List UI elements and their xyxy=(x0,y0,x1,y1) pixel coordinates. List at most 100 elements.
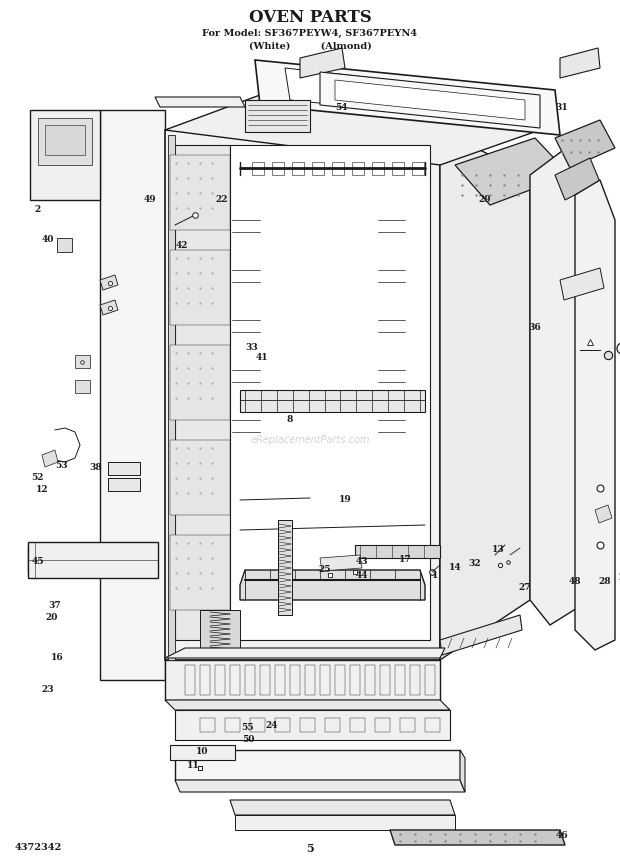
Polygon shape xyxy=(165,660,440,700)
Polygon shape xyxy=(100,275,118,290)
Polygon shape xyxy=(30,110,100,200)
Polygon shape xyxy=(175,710,450,740)
Text: 48: 48 xyxy=(569,578,582,586)
Text: 11: 11 xyxy=(187,760,200,770)
Polygon shape xyxy=(75,355,90,368)
Polygon shape xyxy=(560,48,600,78)
Polygon shape xyxy=(278,520,292,615)
Text: 50: 50 xyxy=(242,735,254,745)
Text: 23: 23 xyxy=(42,685,55,695)
Polygon shape xyxy=(560,268,604,300)
Text: 25: 25 xyxy=(319,566,331,574)
Polygon shape xyxy=(530,145,590,625)
Polygon shape xyxy=(575,180,615,650)
Polygon shape xyxy=(175,145,230,640)
Polygon shape xyxy=(57,238,72,252)
Text: 10: 10 xyxy=(196,747,208,757)
Polygon shape xyxy=(170,745,235,760)
Polygon shape xyxy=(28,542,158,578)
Text: 20: 20 xyxy=(46,614,58,623)
Polygon shape xyxy=(100,110,165,680)
Polygon shape xyxy=(170,250,230,325)
Polygon shape xyxy=(75,380,90,393)
Text: 40: 40 xyxy=(42,236,54,245)
Text: 44: 44 xyxy=(356,571,368,579)
Text: 19: 19 xyxy=(339,495,352,505)
Polygon shape xyxy=(170,345,230,420)
Polygon shape xyxy=(28,545,155,572)
Text: (White)         (Almond): (White) (Almond) xyxy=(249,41,371,51)
Polygon shape xyxy=(170,535,230,610)
Polygon shape xyxy=(240,570,425,600)
Text: 54: 54 xyxy=(336,103,348,113)
Polygon shape xyxy=(240,390,425,412)
Text: 17: 17 xyxy=(399,555,411,565)
Text: 53: 53 xyxy=(56,461,68,469)
Polygon shape xyxy=(230,800,455,815)
Text: 41: 41 xyxy=(255,354,268,362)
Text: 45: 45 xyxy=(32,558,44,567)
Text: 27: 27 xyxy=(519,584,531,592)
Polygon shape xyxy=(285,68,530,125)
Polygon shape xyxy=(320,555,362,571)
Polygon shape xyxy=(235,815,455,830)
Text: 42: 42 xyxy=(175,240,188,250)
Polygon shape xyxy=(390,830,565,845)
Text: 29: 29 xyxy=(479,195,491,205)
Text: 55: 55 xyxy=(242,723,254,733)
Text: OVEN PARTS: OVEN PARTS xyxy=(249,9,371,27)
Polygon shape xyxy=(165,95,540,165)
Polygon shape xyxy=(108,462,140,475)
Text: 4372342: 4372342 xyxy=(15,844,62,852)
Text: 32: 32 xyxy=(469,559,481,567)
Text: 13: 13 xyxy=(492,546,505,554)
Polygon shape xyxy=(335,80,525,120)
Polygon shape xyxy=(440,130,530,660)
Text: 46: 46 xyxy=(556,831,569,839)
Text: 37: 37 xyxy=(49,600,61,610)
Polygon shape xyxy=(175,750,460,780)
Polygon shape xyxy=(555,120,615,168)
Text: 49: 49 xyxy=(144,195,156,205)
Polygon shape xyxy=(100,300,118,315)
Polygon shape xyxy=(165,130,440,660)
Text: 1: 1 xyxy=(432,571,438,579)
Text: eReplacementParts.com: eReplacementParts.com xyxy=(250,435,370,445)
Polygon shape xyxy=(460,750,465,792)
Text: 28: 28 xyxy=(599,578,611,586)
Polygon shape xyxy=(300,48,345,78)
Polygon shape xyxy=(170,440,230,515)
Polygon shape xyxy=(108,478,140,491)
Text: 26: 26 xyxy=(619,573,620,583)
Text: For Model: SF367PEYW4, SF367PEYN4: For Model: SF367PEYW4, SF367PEYN4 xyxy=(203,28,417,38)
Polygon shape xyxy=(555,158,600,200)
Text: 14: 14 xyxy=(449,563,461,573)
Polygon shape xyxy=(595,505,612,523)
Polygon shape xyxy=(320,72,540,128)
Polygon shape xyxy=(165,700,450,710)
Text: 38: 38 xyxy=(90,463,102,473)
Text: 5: 5 xyxy=(306,843,314,853)
Text: 33: 33 xyxy=(246,344,259,352)
Text: 31: 31 xyxy=(556,103,569,113)
Polygon shape xyxy=(200,610,240,655)
Text: 12: 12 xyxy=(36,486,48,494)
Polygon shape xyxy=(165,648,445,658)
Text: 36: 36 xyxy=(529,324,541,332)
Text: 24: 24 xyxy=(266,721,278,729)
Text: 2: 2 xyxy=(35,206,41,214)
Polygon shape xyxy=(175,780,465,792)
Polygon shape xyxy=(245,100,310,132)
Text: 8: 8 xyxy=(287,416,293,424)
Polygon shape xyxy=(168,135,175,660)
Polygon shape xyxy=(170,155,230,230)
Polygon shape xyxy=(45,125,85,155)
Polygon shape xyxy=(155,97,245,107)
Polygon shape xyxy=(38,118,92,165)
Text: 43: 43 xyxy=(356,558,368,567)
Polygon shape xyxy=(455,138,570,205)
Polygon shape xyxy=(255,60,560,135)
Polygon shape xyxy=(230,145,430,640)
Text: 16: 16 xyxy=(51,653,63,662)
Polygon shape xyxy=(42,450,58,467)
